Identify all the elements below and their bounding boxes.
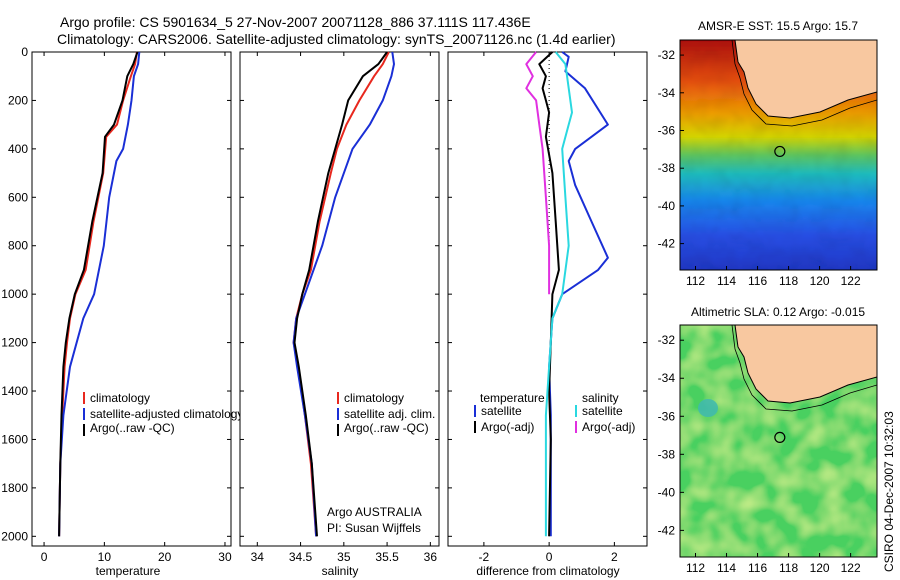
map-x-tick-label: 118 — [779, 274, 798, 288]
y-tick-label: 1400 — [1, 384, 28, 398]
map-y-tick-label: -34 — [658, 86, 676, 100]
y-tick-label: 1000 — [1, 287, 28, 301]
x-tick-label: 34.5 — [289, 550, 313, 564]
y-tick-label: 1800 — [1, 481, 28, 495]
series-line-argo — [293, 51, 388, 537]
salinity-axes-box — [239, 51, 440, 547]
x-tick-label: 0 — [546, 550, 553, 564]
map-x-tick-label: 120 — [810, 561, 830, 575]
legend-satellite: satellite-adjusted climatology — [90, 407, 243, 421]
legend-argo: Argo(..raw -QC) — [90, 421, 175, 435]
legend-argo-sal: Argo(-adj) — [582, 420, 635, 434]
y-tick-label: 1200 — [1, 336, 28, 350]
temperature-legend: climatology satellite-adjusted climatolo… — [83, 391, 243, 436]
legend-climatology: climatology — [344, 391, 404, 405]
land-mass — [734, 40, 877, 119]
x-tick-label: 36 — [424, 550, 438, 564]
isobath-contour — [731, 325, 877, 412]
sst-axes-box — [679, 39, 878, 271]
map-x-tick-label: 122 — [841, 274, 861, 288]
legend-climatology: climatology — [90, 391, 150, 405]
map-y-tick-label: -32 — [658, 48, 676, 62]
map-x-tick-label: 114 — [717, 561, 736, 575]
series-line-satellite — [292, 51, 395, 537]
y-tick-label: 800 — [8, 239, 28, 253]
sla-map-panel: Altimetric SLA: 0.12 Argo: -0.015 112 114… — [658, 305, 878, 575]
difference-legend: temperature satellite Argo(-adj) salinit… — [474, 391, 635, 434]
temperature-panel: 0 10 20 30 0 200 400 600 800 1000 1200 1400 1600 1800… — [1, 45, 243, 578]
x-tick-label: 2 — [611, 550, 618, 564]
y-tick-label: 200 — [8, 93, 28, 107]
sla-axes-box — [679, 324, 878, 558]
land-mass — [734, 325, 877, 404]
y-tick-label: 2000 — [1, 529, 28, 543]
figure-title-line1: Argo profile: CS 5901634_5 27-Nov-2007 2… — [60, 14, 531, 30]
difference-axes-box — [447, 51, 648, 547]
series-line-argo — [538, 51, 560, 537]
map-x-tick-label: 122 — [841, 561, 861, 575]
float-position-marker — [774, 145, 786, 158]
series-line-argo — [58, 51, 139, 537]
x-tick-label: 35 — [337, 550, 351, 564]
legend-temperature-title: temperature — [480, 391, 545, 405]
y-tick-label: 0 — [21, 45, 28, 59]
sla-low-anomaly — [698, 399, 718, 417]
map-x-tick-label: 116 — [748, 561, 767, 575]
map-y-tick-label: -40 — [658, 199, 676, 213]
salinity-xlabel: salinity — [322, 564, 359, 578]
legend-salinity-title: salinity — [582, 391, 619, 405]
map-y-tick-label: -42 — [658, 523, 676, 537]
x-tick-label: 30 — [218, 550, 232, 564]
x-tick-label: 35.5 — [375, 550, 399, 564]
map-y-tick-label: -36 — [658, 123, 676, 137]
sst-map-title: AMSR-E SST: 15.5 Argo: 15.7 — [698, 19, 858, 33]
y-tick-label: 600 — [8, 190, 28, 204]
series-line-satellite-salinity — [544, 51, 573, 537]
annotation-pi: PI: Susan Wijffels — [327, 521, 421, 535]
y-tick-label: 1600 — [1, 432, 28, 446]
series-line-argo-adj-salinity — [525, 51, 551, 295]
temperature-axes-box — [31, 51, 232, 547]
annotation-argo-australia: Argo AUSTRALIA — [327, 505, 422, 519]
figure-title-line2: Climatology: CARS2006. Satellite-adjuste… — [57, 31, 615, 47]
map-y-tick-label: -40 — [658, 485, 676, 499]
map-x-tick-label: 112 — [686, 561, 705, 575]
legend-satellite: satellite adj. clim. — [344, 407, 435, 421]
difference-panel: -2 0 2 difference from climatology tempera… — [447, 51, 648, 578]
legend-satellite-sal: satellite — [582, 404, 623, 418]
map-x-tick-label: 114 — [717, 274, 736, 288]
map-x-tick-label: 120 — [810, 274, 830, 288]
legend-argo-temp: Argo(-adj) — [481, 420, 534, 434]
map-y-tick-label: -42 — [658, 237, 676, 251]
map-y-tick-label: -32 — [658, 333, 676, 347]
salinity-legend: climatology satellite adj. clim. Argo(..… — [337, 391, 435, 436]
map-y-tick-label: -38 — [658, 447, 676, 461]
map-x-tick-label: 112 — [686, 274, 705, 288]
float-position-marker — [774, 431, 786, 444]
map-x-tick-label: 118 — [779, 561, 798, 575]
x-tick-label: 10 — [98, 550, 112, 564]
y-tick-label: 400 — [8, 142, 28, 156]
map-y-tick-label: -34 — [658, 371, 676, 385]
sla-map-title: Altimetric SLA: 0.12 Argo: -0.015 — [691, 305, 865, 319]
legend-argo: Argo(..raw -QC) — [344, 421, 429, 435]
legend-satellite-temp: satellite — [481, 404, 522, 418]
x-tick-label: 34 — [251, 550, 265, 564]
isobath-contour — [731, 40, 877, 127]
sst-map-panel: AMSR-E SST: 15.5 Argo: 15.7 112 114 116 118… — [658, 19, 878, 288]
temperature-xlabel: temperature — [96, 564, 161, 578]
series-line-satellite — [58, 51, 141, 537]
x-tick-label: -2 — [479, 550, 490, 564]
map-y-tick-label: -38 — [658, 161, 676, 175]
x-tick-label: 0 — [41, 550, 48, 564]
map-y-tick-label: -36 — [658, 409, 676, 423]
map-x-tick-label: 116 — [748, 274, 767, 288]
salinity-panel: 34 34.5 35 35.5 36 salinity climatology sate… — [239, 51, 440, 578]
difference-xlabel: difference from climatology — [476, 564, 619, 578]
timestamp-stamp: CSIRO 04-Dec-2007 10:32:03 — [882, 411, 896, 572]
x-tick-label: 20 — [158, 550, 172, 564]
